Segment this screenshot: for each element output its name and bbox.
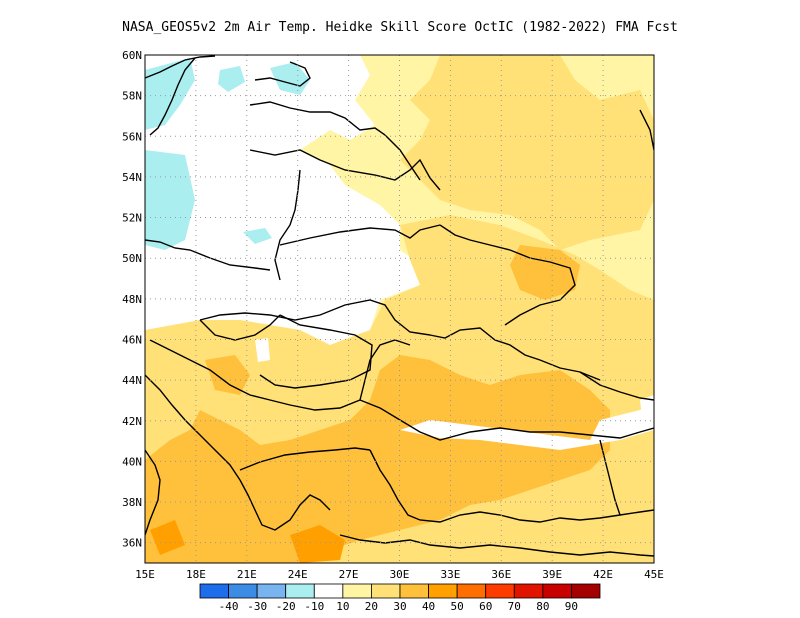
lon-tick-label: 18E bbox=[186, 568, 206, 581]
border-belarus-north bbox=[249, 149, 441, 191]
border-lake bbox=[639, 109, 654, 151]
field-c30-south bbox=[145, 355, 610, 563]
colorbar-swatch bbox=[371, 583, 401, 599]
field-white-patch bbox=[255, 338, 270, 362]
border-caucasus bbox=[579, 371, 654, 401]
border-greece-north bbox=[239, 447, 371, 471]
colorbar-label: -20 bbox=[276, 600, 296, 613]
colorbar-label: 10 bbox=[336, 600, 349, 613]
map-frame bbox=[144, 54, 655, 564]
lon-tick-label: 15E bbox=[135, 568, 155, 581]
colorbar-swatch bbox=[285, 583, 315, 599]
coast-scandinavia bbox=[145, 55, 216, 79]
border-romania bbox=[259, 314, 373, 389]
lat-tick-label: 42N bbox=[122, 415, 142, 428]
field-c40-aegean bbox=[290, 525, 345, 563]
coast-blacksea-west bbox=[359, 339, 411, 401]
coast-russia-west bbox=[384, 134, 421, 181]
colorbar-swatch bbox=[456, 583, 487, 599]
coast-adriatic bbox=[145, 374, 241, 481]
field-cyan-finland bbox=[218, 66, 245, 92]
colorbar-swatch bbox=[228, 583, 258, 599]
border-turkey-east bbox=[599, 439, 621, 516]
baltic-states bbox=[249, 101, 386, 136]
lat-tick-label: 46N bbox=[122, 333, 142, 346]
border-balkans bbox=[149, 339, 361, 411]
lon-tick-label: 24E bbox=[288, 568, 308, 581]
lon-tick-label: 30E bbox=[390, 568, 410, 581]
colorbar-swatch bbox=[199, 583, 229, 599]
lon-tick-label: 33E bbox=[440, 568, 460, 581]
colorbar-label: 70 bbox=[508, 600, 521, 613]
field-white-patch-2 bbox=[640, 395, 654, 420]
skill-score-field bbox=[145, 55, 654, 563]
colorbar-swatch bbox=[399, 583, 429, 599]
border-belarus-ukraine bbox=[279, 224, 441, 246]
lon-tick-label: 27E bbox=[339, 568, 359, 581]
lon-tick-label: 42E bbox=[593, 568, 613, 581]
colorbar-label: -40 bbox=[219, 600, 239, 613]
latitude-tick-labels: 36N 38N 40N 42N 44N 46N 48N 50N 52N 54N 56N 58N 60N bbox=[122, 49, 142, 550]
colorbar-label: 60 bbox=[479, 600, 492, 613]
lat-tick-label: 48N bbox=[122, 293, 142, 306]
longitude-tick-labels: 15E 18E 21E 24E 27E 30E 33E 36E 39E 42E 45E bbox=[135, 568, 664, 581]
field-cyan-baltic bbox=[270, 62, 310, 95]
colorbar-swatch bbox=[571, 583, 601, 599]
colorbar-swatch bbox=[256, 583, 287, 599]
lat-tick-label: 54N bbox=[122, 171, 142, 184]
colorbar-label: -10 bbox=[304, 600, 324, 613]
colorbar: -40 -30 -20 -10 10 20 30 40 50 60 70 80 90 bbox=[199, 583, 601, 613]
field-c30-east bbox=[510, 245, 580, 300]
coast-italy bbox=[145, 449, 161, 536]
map-title: NASA_GEOS5v2 2m Air Temp. Heidke Skill S… bbox=[122, 20, 678, 35]
field-c20-east bbox=[400, 55, 654, 250]
field-cyan-poland-west bbox=[145, 150, 195, 250]
lat-tick-label: 50N bbox=[122, 252, 142, 265]
colorbar-label: 30 bbox=[393, 600, 406, 613]
colorbar-swatch bbox=[513, 583, 544, 599]
lat-tick-label: 52N bbox=[122, 212, 142, 225]
coast-turkey bbox=[369, 449, 654, 523]
border-hungary bbox=[199, 314, 281, 341]
field-white-blacksea bbox=[400, 405, 654, 450]
lat-tick-label: 40N bbox=[122, 455, 142, 468]
lat-tick-label: 44N bbox=[122, 374, 142, 387]
colorbar-label: -30 bbox=[247, 600, 267, 613]
colorbar-label: 90 bbox=[565, 600, 578, 613]
colorbar-label: 80 bbox=[536, 600, 549, 613]
colorbar-label: 40 bbox=[422, 600, 435, 613]
coast-crimea bbox=[429, 327, 601, 381]
border-ukraine-russia bbox=[439, 224, 576, 326]
colorbar-label: 50 bbox=[451, 600, 464, 613]
lat-tick-label: 56N bbox=[122, 130, 142, 143]
lat-tick-label: 38N bbox=[122, 496, 142, 509]
coast-finland bbox=[254, 61, 311, 87]
colorbar-swatch bbox=[542, 583, 572, 599]
field-c40-sw bbox=[150, 520, 185, 555]
border-ukraine-south bbox=[199, 299, 431, 336]
colorbar-swatch bbox=[342, 583, 372, 599]
lon-tick-label: 21E bbox=[237, 568, 257, 581]
lon-tick-label: 45E bbox=[644, 568, 664, 581]
lat-tick-label: 36N bbox=[122, 537, 142, 550]
field-cyan-small bbox=[243, 228, 272, 244]
border-poland bbox=[145, 239, 271, 271]
colorbar-swatch bbox=[428, 583, 458, 599]
field-c30-balkans bbox=[205, 355, 250, 395]
coast-sweden-east bbox=[149, 57, 196, 136]
colorbar-swatch bbox=[485, 583, 515, 599]
lon-tick-label: 39E bbox=[542, 568, 562, 581]
field-white-region bbox=[145, 55, 430, 345]
coast-greece bbox=[239, 479, 331, 531]
lon-tick-label: 36E bbox=[491, 568, 511, 581]
colorbar-swatch bbox=[313, 583, 344, 599]
lat-tick-label: 58N bbox=[122, 90, 142, 103]
colorbar-label: 20 bbox=[365, 600, 378, 613]
lat-tick-label: 60N bbox=[122, 49, 142, 62]
